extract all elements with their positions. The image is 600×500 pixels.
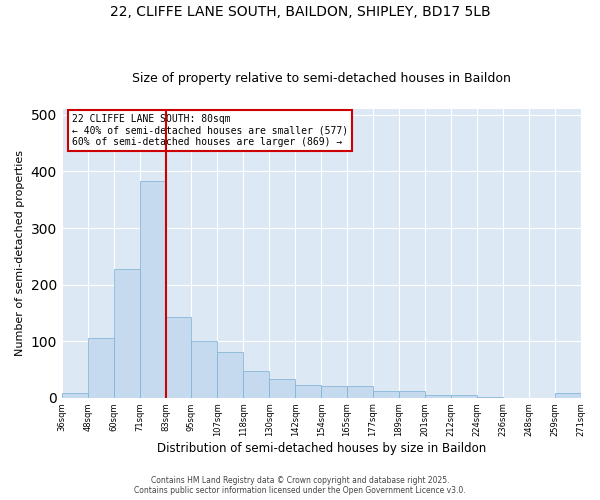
Title: Size of property relative to semi-detached houses in Baildon: Size of property relative to semi-detach… (132, 72, 511, 85)
Bar (217, 352, 244, 398)
Bar (295, 386, 321, 398)
Bar (425, 395, 451, 398)
Bar (347, 386, 373, 398)
Bar (451, 395, 477, 398)
Bar (62, 393, 88, 398)
Text: 22, CLIFFE LANE SOUTH, BAILDON, SHIPLEY, BD17 5LB: 22, CLIFFE LANE SOUTH, BAILDON, SHIPLEY,… (110, 5, 490, 19)
Y-axis label: Number of semi-detached properties: Number of semi-detached properties (15, 150, 25, 356)
Bar (191, 340, 217, 398)
Bar (554, 393, 581, 398)
Bar (113, 269, 140, 398)
Bar (269, 379, 295, 398)
Bar (373, 391, 399, 398)
Text: Contains HM Land Registry data © Crown copyright and database right 2025.
Contai: Contains HM Land Registry data © Crown c… (134, 476, 466, 495)
Bar (88, 338, 113, 398)
Bar (140, 181, 166, 398)
Text: 22 CLIFFE LANE SOUTH: 80sqm
← 40% of semi-detached houses are smaller (577)
60% : 22 CLIFFE LANE SOUTH: 80sqm ← 40% of sem… (72, 114, 348, 147)
Bar (244, 371, 269, 398)
Bar (321, 386, 347, 398)
Bar (166, 317, 191, 398)
Bar (399, 392, 425, 398)
Bar (477, 396, 503, 398)
X-axis label: Distribution of semi-detached houses by size in Baildon: Distribution of semi-detached houses by … (157, 442, 486, 455)
